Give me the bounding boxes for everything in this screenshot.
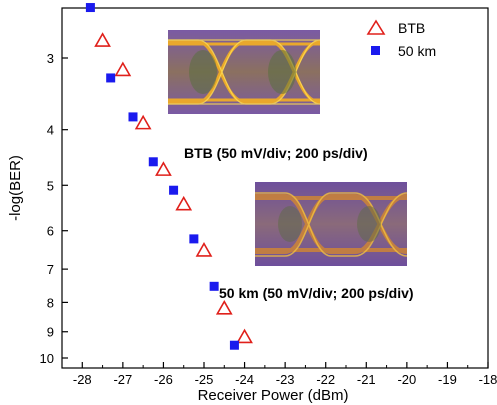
legend-marker-50km xyxy=(371,46,380,55)
x-tick-label: -18 xyxy=(479,372,497,387)
y-tick-label: 3 xyxy=(47,51,54,66)
y-tick-label: 9 xyxy=(47,325,54,340)
eye-diagram-btb xyxy=(168,30,321,114)
50km-point xyxy=(106,73,116,83)
y-axis-title: -log(BER) xyxy=(7,155,24,221)
y-axis-ticks: 3 4 5 6 7 8 9 10 xyxy=(40,51,68,366)
50km-point xyxy=(128,112,138,122)
btb-point xyxy=(236,328,253,344)
x-axis-title: Receiver Power (dBm) xyxy=(198,387,349,404)
x-tick-label: -25 xyxy=(195,372,214,387)
x-tick-label: -22 xyxy=(316,372,335,387)
plot-frame xyxy=(61,7,489,369)
annotation-btb: BTB (50 mV/div; 200 ps/div) xyxy=(184,145,368,161)
btb-point xyxy=(155,161,172,176)
btb-point xyxy=(134,114,152,130)
series-btb xyxy=(94,32,253,344)
50km-point xyxy=(148,157,158,167)
y-tick-label: 5 xyxy=(47,178,54,193)
btb-point xyxy=(94,32,111,47)
legend-marker-btb xyxy=(366,19,386,35)
x-tick-label: -27 xyxy=(113,372,132,387)
legend-label-btb: BTB xyxy=(398,20,425,36)
x-tick-label: -23 xyxy=(276,372,295,387)
50km-point xyxy=(169,185,179,195)
x-tick-label: -20 xyxy=(397,372,416,387)
50km-point xyxy=(189,234,199,244)
btb-point xyxy=(175,195,193,211)
y-tick-label: 8 xyxy=(47,295,54,310)
legend-label-50km: 50 km xyxy=(398,43,436,59)
y-tick-label: 10 xyxy=(40,351,54,366)
y-tick-label: 4 xyxy=(47,123,54,138)
btb-point xyxy=(215,299,233,315)
x-tick-label: -28 xyxy=(73,372,92,387)
x-tick-label: -24 xyxy=(235,372,254,387)
btb-point xyxy=(195,242,213,257)
annotation-50km: 50 km (50 mV/div; 200 ps/div) xyxy=(219,285,414,301)
50km-point xyxy=(229,340,239,350)
y-tick-label: 7 xyxy=(47,262,54,277)
y-tick-label: 6 xyxy=(47,224,54,239)
legend: BTB 50 km xyxy=(366,19,436,59)
series-50km xyxy=(85,3,239,350)
x-tick-label: -26 xyxy=(154,372,173,387)
x-tick-label: -21 xyxy=(357,372,376,387)
eye-diagram-50km xyxy=(255,182,408,266)
btb-point xyxy=(114,61,132,77)
50km-point xyxy=(85,3,95,13)
x-axis-ticks: -28 -27 -26 -25 -24 -23 -22 -21 -20 -19 -18 xyxy=(73,362,497,387)
x-tick-label: -19 xyxy=(438,372,457,387)
50km-point xyxy=(209,281,219,291)
